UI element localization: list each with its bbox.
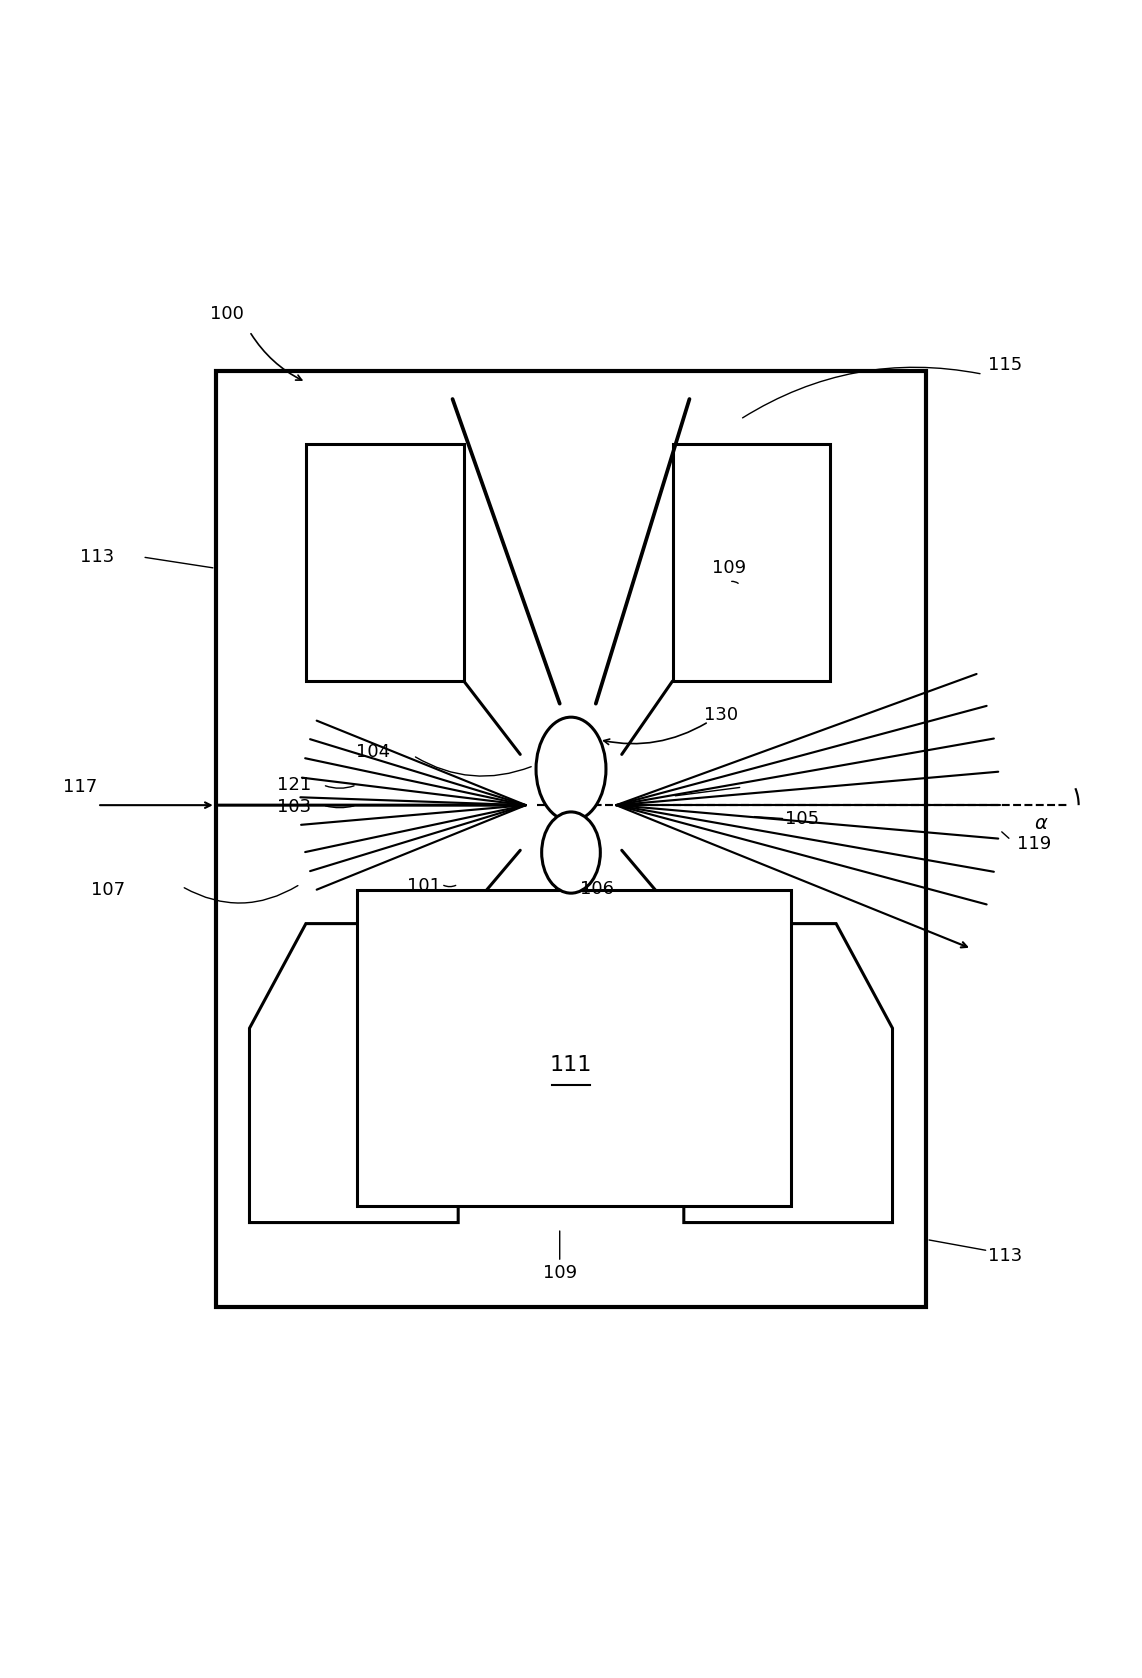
Bar — [356, 889, 791, 1205]
Text: 106: 106 — [580, 879, 614, 898]
Text: 113: 113 — [989, 1247, 1022, 1265]
Text: 104: 104 — [356, 743, 391, 762]
Text: 113: 113 — [80, 549, 114, 565]
Ellipse shape — [536, 717, 606, 821]
Text: 107: 107 — [91, 881, 126, 899]
Bar — [673, 445, 830, 681]
Text: 119: 119 — [1016, 834, 1051, 852]
Text: 109: 109 — [542, 1264, 577, 1282]
Text: 109: 109 — [711, 559, 746, 577]
Ellipse shape — [541, 812, 601, 893]
Text: 105: 105 — [786, 810, 820, 827]
Text: 117: 117 — [63, 779, 97, 795]
Text: 121: 121 — [278, 775, 312, 794]
Bar — [306, 445, 464, 681]
Text: 115: 115 — [989, 356, 1022, 374]
Text: 111: 111 — [549, 1054, 593, 1074]
Polygon shape — [249, 923, 458, 1223]
Text: 101: 101 — [408, 878, 441, 896]
Polygon shape — [684, 923, 893, 1223]
Text: $\alpha$: $\alpha$ — [1034, 814, 1048, 832]
Bar — [216, 371, 926, 1307]
Text: 103: 103 — [278, 799, 312, 817]
Text: 100: 100 — [210, 305, 244, 324]
Text: 130: 130 — [705, 706, 738, 723]
